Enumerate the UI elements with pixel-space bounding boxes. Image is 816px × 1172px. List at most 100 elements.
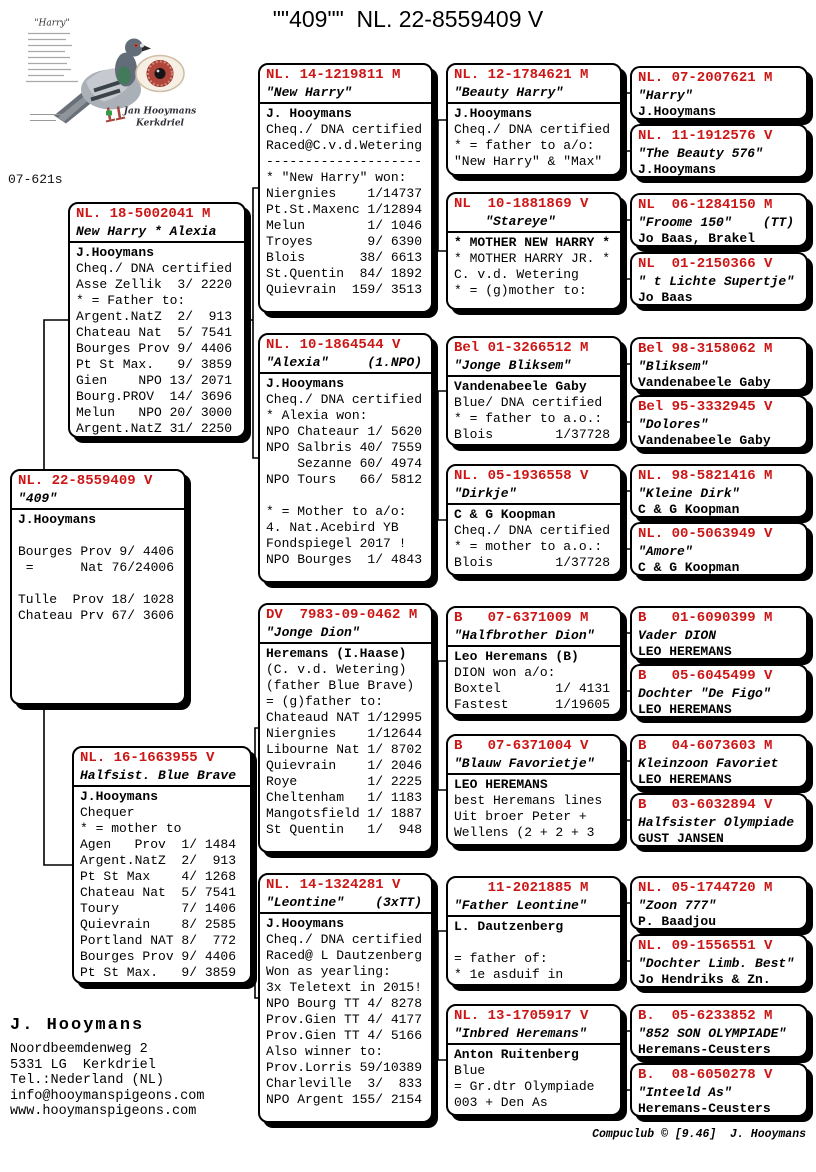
pedigree-box-leontine: NL. 14-1324281 V "Leontine" (3xTT) J.Hoo…	[258, 873, 433, 1123]
bird-name: "Inteeld As"	[638, 1085, 732, 1100]
pedigree-box-vader-dion: B 01-6090399 M Vader DION LEO HEREMANS	[630, 606, 808, 660]
bird-name: "Zoon 777"	[638, 898, 717, 913]
owner-line: J.Hooymans	[266, 376, 345, 391]
pedigree-box-dochter-limb-best: NL. 09-1556551 V "Dochter Limb. Best" Jo…	[630, 934, 808, 988]
owner-line: J.Hooymans	[638, 162, 717, 177]
divider	[260, 102, 431, 104]
owner-line: L. Dautzenberg	[454, 919, 564, 934]
divider	[12, 508, 184, 510]
bird-name: "Froome 150" (TT)	[638, 215, 795, 230]
box-body-text: Cheq./ DNA certified * Alexia won: NPO C…	[266, 392, 423, 567]
divider	[260, 642, 431, 644]
ring-number: NL. 09-1556551 V	[638, 938, 773, 954]
box-body-text: Cheq./ DNA certified * = mother to a.o.:…	[454, 523, 611, 570]
divider	[448, 915, 620, 917]
pedigree-box-sire-5002041: NL. 18-5002041 M New Harry * Alexia J.Ho…	[68, 202, 246, 438]
owner-line: Heremans (I.Haase)	[266, 646, 407, 661]
pedigree-box-subject-409: NL. 22-8559409 V "409" J.Hooymans Bourge…	[10, 469, 186, 705]
ring-number: NL. 00-5063949 V	[638, 526, 773, 542]
bird-name: "Dochter Limb. Best"	[638, 956, 795, 971]
bird-name: "Kleine Dirk"	[638, 486, 740, 501]
ring-number: NL. 14-1324281 V	[266, 877, 401, 893]
page-title: ""409"" NL. 22-8559409 V	[272, 6, 544, 32]
box-body-text: Cheq./ DNA certified Raced@C.v.d.Weterin…	[266, 122, 423, 297]
box-body-text: Bourges Prov 9/ 4406 = Nat 76/24006 Tull…	[18, 544, 175, 623]
owner-line: LEO HEREMANS	[638, 644, 732, 659]
box-body-text: Cheq./ DNA certified Asse Zellik 3/ 2220…	[76, 261, 233, 436]
pedigree-box-froome-150: NL 06-1284150 M "Froome 150" (TT) Jo Baa…	[630, 193, 808, 247]
owner-line: Vandenabeele Gaby	[454, 379, 587, 394]
pedigree-box-blauw-favorietje: B 07-6371004 V "Blauw Favorietje" LEO HE…	[446, 734, 622, 846]
pedigree-box-inteeld-as: B. 08-6050278 V "Inteeld As" Heremans-Ce…	[630, 1063, 808, 1117]
owner-line: Jo Baas, Brakel	[638, 231, 756, 246]
ring-number: NL 10-1881869 V	[454, 196, 589, 212]
owner-line: LEO HEREMANS	[454, 777, 548, 792]
ring-number: NL. 98-5821416 M	[638, 468, 773, 484]
ring-number: B 04-6073603 M	[638, 738, 773, 754]
divider	[448, 102, 620, 104]
ring-number: B. 05-6233852 M	[638, 1008, 773, 1024]
divider	[70, 241, 244, 243]
owner-line: J.Hooymans	[266, 916, 345, 931]
owner-line: Jo Hendriks & Zn.	[638, 972, 771, 987]
pedigree-box-beauty-harry: NL. 12-1784621 M "Beauty Harry" J.Hooyma…	[446, 63, 622, 176]
bird-name: "Dirkje"	[454, 486, 517, 501]
divider	[448, 645, 620, 647]
ring-number: NL. 10-1864544 V	[266, 337, 401, 353]
ring-number: NL. 12-1784621 M	[454, 67, 589, 83]
pedigree-box-new-harry: NL. 14-1219811 M "New Harry" J. Hooymans…	[258, 63, 433, 313]
loft-logo: "Harry"	[26, 19, 196, 129]
bird-name: "Jonge Bliksem"	[454, 358, 572, 373]
ring-number: NL. 05-1744720 M	[638, 880, 773, 896]
pedigree-box-amore: NL. 00-5063949 V "Amore" C & G Koopman	[630, 522, 808, 576]
box-body-text: Chequer * = mother to Agen Prov 1/ 1484 …	[80, 805, 237, 980]
bird-name: " t Lichte Supertje"	[638, 274, 795, 289]
bird-name: "Dolores"	[638, 417, 709, 432]
pedigree-box-bliksem: Bel 98-3158062 M "Bliksem" Vandenabeele …	[630, 337, 808, 391]
owner-line: Heremans-Ceusters	[638, 1042, 771, 1057]
bird-name: Kleinzoon Favoriet	[638, 756, 779, 771]
ring-number: NL 01-2150366 V	[638, 256, 773, 272]
ring-text-decoration	[30, 114, 66, 121]
ring-number: NL. 13-1705917 V	[454, 1008, 589, 1024]
box-body-text: Cheq./ DNA certified * = father to a/o: …	[454, 122, 611, 169]
ring-number: NL. 14-1219811 M	[266, 67, 401, 83]
signature-city: Kerkdriel	[135, 119, 185, 129]
ring-number: B 03-6032894 V	[638, 797, 773, 813]
bird-name: Vader DION	[638, 628, 717, 643]
pedigree-box-dam-1663955: NL. 16-1663955 V Halfsist. Blue Brave J.…	[72, 746, 252, 984]
ring-number: B 05-6045499 V	[638, 668, 773, 684]
owner-line: Heremans-Ceusters	[638, 1101, 771, 1116]
pedigree-box-kleine-dirk: NL. 98-5821416 M "Kleine Dirk" C & G Koo…	[630, 464, 808, 518]
owner-line: Vandenabeele Gaby	[638, 433, 771, 448]
divider	[448, 503, 620, 505]
box-body-text: = father of: * 1e asduif in	[454, 951, 564, 982]
owner-line: J. Hooymans	[266, 106, 352, 121]
owner-line: C & G Koopman	[638, 502, 740, 517]
bird-name: "Stareye"	[454, 214, 556, 229]
box-body-text: Blue = Gr.dtr Olympiade 003 + Den As	[454, 1063, 595, 1110]
divider	[448, 1043, 620, 1045]
bird-name: "Father Leontine"	[454, 898, 587, 913]
software-credit: Compuclub © [9.46] J. Hooymans	[592, 1128, 806, 1141]
pedigree-box-kleinzoon-favoriet: B 04-6073603 M Kleinzoon Favoriet LEO HE…	[630, 734, 808, 788]
divider	[260, 372, 431, 374]
bird-name: Halfsister Olympiade	[638, 815, 795, 830]
ring-number: NL 06-1284150 M	[638, 197, 773, 213]
signature-name: Jan Hooymans	[122, 107, 196, 117]
bird-name: "The Beauty 576"	[638, 146, 763, 161]
ring-number: Bel 95-3332945 V	[638, 399, 773, 415]
pedigree-box-zoon-777: NL. 05-1744720 M "Zoon 777" P. Baadjou	[630, 876, 808, 930]
eye-illustration	[135, 54, 185, 93]
bird-name: "Alexia" (1.NPO)	[266, 355, 423, 370]
bird-name: "Inbred Heremans"	[454, 1026, 587, 1041]
divider	[448, 773, 620, 775]
pedigree-box-dirkje: NL. 05-1936558 V "Dirkje" C & G Koopman …	[446, 464, 622, 576]
divider	[74, 785, 250, 787]
pedigree-box-t-lichte-supertje: NL 01-2150366 V " t Lichte Supertje" Jo …	[630, 252, 808, 306]
bird-name: Dochter "De Figo"	[638, 686, 771, 701]
pedigree-box-halfsister-olympiade: B 03-6032894 V Halfsister Olympiade GUST…	[630, 793, 808, 847]
logo-bird-label: "Harry"	[34, 19, 69, 29]
box-body-text: Blue/ DNA certified * = father to a.o.: …	[454, 395, 611, 442]
